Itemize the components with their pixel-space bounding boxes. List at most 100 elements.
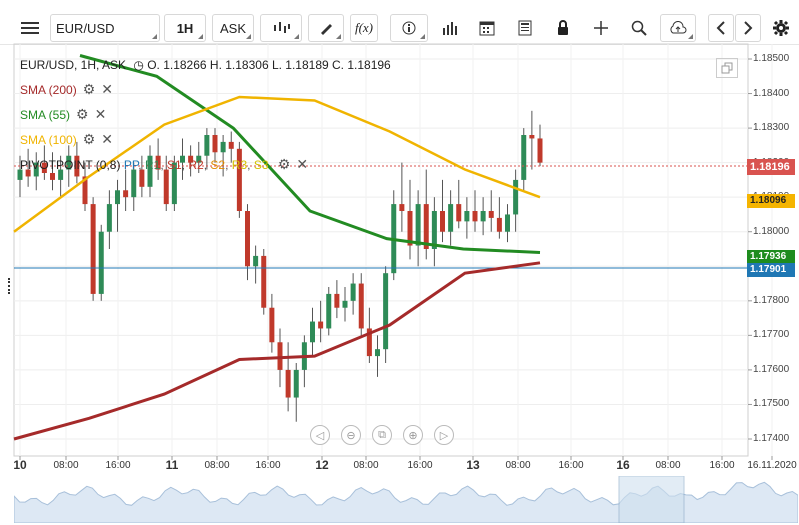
sma55-settings-icon[interactable]: ⚙ [76,106,89,122]
pivot-close-icon[interactable]: ✕ [296,156,309,172]
x-tick-label: 08:00 [53,460,79,471]
pivot-s1: S1 [167,158,182,172]
x-tick-label: 08:00 [505,460,531,471]
legend-info: EUR/USD, 1H, ASK [20,58,127,72]
info-button[interactable] [390,14,428,42]
cloud-upload-icon [670,21,687,34]
scroll-right-button[interactable] [735,14,761,42]
candle-body [350,283,356,301]
sma200-settings-icon[interactable]: ⚙ [82,81,96,97]
zoom-out-button[interactable]: ⊖ [341,425,361,445]
hamburger-icon [21,22,39,34]
candle-body [269,307,275,343]
last-price-tag: 1.18196 [747,159,795,175]
sma100-close-icon[interactable]: ✕ [101,131,113,147]
pan-left-button[interactable]: ◁ [310,425,330,445]
symbol-input-box[interactable] [50,14,160,42]
x-tick-label: 11 [165,458,179,472]
sma55-close-icon[interactable]: ✕ [94,106,107,122]
triangle-left-icon: ◁ [315,429,325,442]
upload-button[interactable] [660,14,696,42]
calendar-button[interactable] [472,14,502,42]
candle-body [366,328,372,357]
sma100-label: SMA (100) [20,133,77,147]
candle-body [407,211,413,246]
x-tick-label: 08:00 [204,460,230,471]
y-tick-label: 1.18300 [753,122,790,134]
zoom-in-button[interactable]: ⊕ [403,425,423,445]
x-tick-label: 16:00 [709,460,735,471]
lock-button[interactable] [548,14,578,42]
y-tick-label: 1.18500 [753,53,790,64]
scroll-left-button[interactable] [708,14,734,42]
candle-body [326,293,332,329]
sma200-label: SMA (200) [20,83,77,97]
candle-body [90,204,96,294]
x-tick-label: 08:00 [353,460,379,471]
candle-body [220,141,226,153]
candle-body [318,321,324,329]
legend-sma200: SMA (200) ⚙ ✕ [20,81,113,98]
x-tick-label: 16:00 [105,460,131,471]
symbol-input[interactable] [54,19,148,37]
candle-body [383,273,389,350]
candle-body [529,135,535,139]
sma200-close-icon[interactable]: ✕ [101,81,113,97]
y-tick-label: 1.17800 [753,294,790,306]
pivot-r2: R2 [188,158,204,172]
y-tick-label: 1.18000 [753,225,790,237]
crosshair-button[interactable] [586,14,616,42]
candle-body [115,190,120,205]
x-tick-label: 12 [315,458,329,472]
pivot-r3: R3 [231,158,248,172]
calendar-icon [479,21,495,36]
legend-sma100: SMA (100) ⚙ ✕ [20,131,113,148]
x-tick-label: 16 [616,458,630,472]
candle-body [310,321,315,343]
sma55-line [79,54,541,254]
overview-navigator[interactable] [14,476,798,523]
candle-body [334,293,340,308]
price-type-button[interactable]: ASK [212,14,254,42]
settings-button[interactable] [768,14,794,42]
candle-body [464,211,470,222]
lock-icon [558,20,568,35]
candle-body [521,135,527,180]
timeframe-label: 1H [176,20,194,36]
indicators-button[interactable] [432,14,468,42]
function-button[interactable]: f(x) [350,14,378,42]
pan-right-button[interactable]: ▷ [434,425,454,445]
candle-body [415,204,421,246]
panel-resize-handle[interactable] [8,278,14,294]
pivot-settings-icon[interactable]: ⚙ [277,156,291,172]
reset-view-button[interactable]: ⧉ [372,425,392,445]
crosshair-icon [594,21,608,35]
candle-body [391,204,397,274]
legend-symbol-info: EUR/USD, 1H, ASK ◷ O. 1.18266 H. 1.18306… [20,58,391,72]
timeframe-button[interactable]: 1H [164,14,206,42]
chevron-left-icon [716,21,725,35]
fit-icon: ⧉ [378,428,386,441]
menu-button[interactable] [14,14,46,42]
candle-body [163,169,169,205]
candle-body [472,211,478,222]
chart-type-button[interactable] [260,14,302,42]
candle-body [399,204,405,211]
draw-button[interactable] [308,14,344,42]
x-tick-label: 10 [13,458,27,472]
sma55-label: SMA (55) [20,108,71,122]
navigator-window[interactable] [618,476,685,523]
candles-icon [274,22,290,33]
pivot-pp: PP [123,158,139,172]
triangle-right-icon: ▷ [439,429,449,442]
sma100-settings-icon[interactable]: ⚙ [82,131,96,147]
candle-body [253,255,259,267]
maximize-button[interactable] [716,58,738,78]
layout-button[interactable] [510,14,540,42]
pivot-s2: S2 [210,158,226,172]
candle-body [480,211,486,222]
legend-sma55: SMA (55) ⚙ ✕ [20,106,106,123]
y-tick-label: 1.17600 [753,363,790,375]
zoom-button[interactable] [622,14,656,42]
